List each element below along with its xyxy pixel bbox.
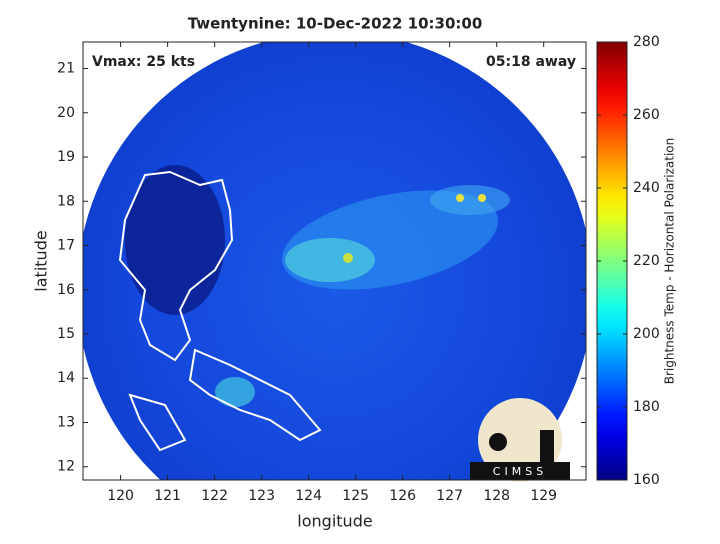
annotation: 05:18 away: [486, 54, 576, 70]
cimss-logo: CIMSS: [470, 398, 570, 482]
x-tick-label: 128: [483, 488, 510, 504]
colorbar-tick-label: 260: [633, 107, 660, 123]
plot-frame: [82, 41, 587, 481]
x-tick-label: 127: [436, 488, 463, 504]
colorbar-tick-label: 200: [633, 326, 660, 342]
y-tick-label: 14: [57, 370, 75, 386]
y-tick-label: 21: [57, 61, 75, 77]
colorbar-tick-label: 220: [633, 253, 660, 269]
x-tick-label: 121: [154, 488, 181, 504]
x-tick-label: 126: [389, 488, 416, 504]
y-axis-label: latitude: [32, 230, 51, 291]
x-tick-label: 122: [201, 488, 228, 504]
x-tick-label: 123: [248, 488, 275, 504]
y-tick-label: 12: [57, 459, 75, 475]
x-axis-label: longitude: [297, 512, 372, 531]
y-tick-label: 13: [57, 414, 75, 430]
colorbar-label: Brightness Temp - Horizontal Polarizatio…: [663, 138, 677, 385]
chart-title: Twentynine: 10-Dec-2022 10:30:00: [188, 15, 483, 33]
logo-text: CIMSS: [493, 465, 547, 478]
y-tick-label: 16: [57, 282, 75, 298]
colorbar-tick-label: 160: [633, 472, 660, 488]
y-tick-label: 15: [57, 326, 75, 342]
x-tick-label: 125: [342, 488, 369, 504]
colorbar-tick-label: 280: [633, 34, 660, 50]
x-tick-label: 124: [295, 488, 322, 504]
y-tick-label: 17: [57, 238, 75, 254]
colorbar: [596, 41, 628, 481]
satellite-image: [83, 42, 586, 480]
x-tick-label: 129: [530, 488, 557, 504]
y-tick-label: 18: [57, 193, 75, 209]
colorbar-tick-label: 180: [633, 399, 660, 415]
x-tick-label: 120: [107, 488, 134, 504]
annotation: Vmax: 25 kts: [92, 54, 195, 70]
y-tick-label: 19: [57, 149, 75, 165]
colorbar-tick-label: 240: [633, 180, 660, 196]
y-tick-label: 20: [57, 105, 75, 121]
